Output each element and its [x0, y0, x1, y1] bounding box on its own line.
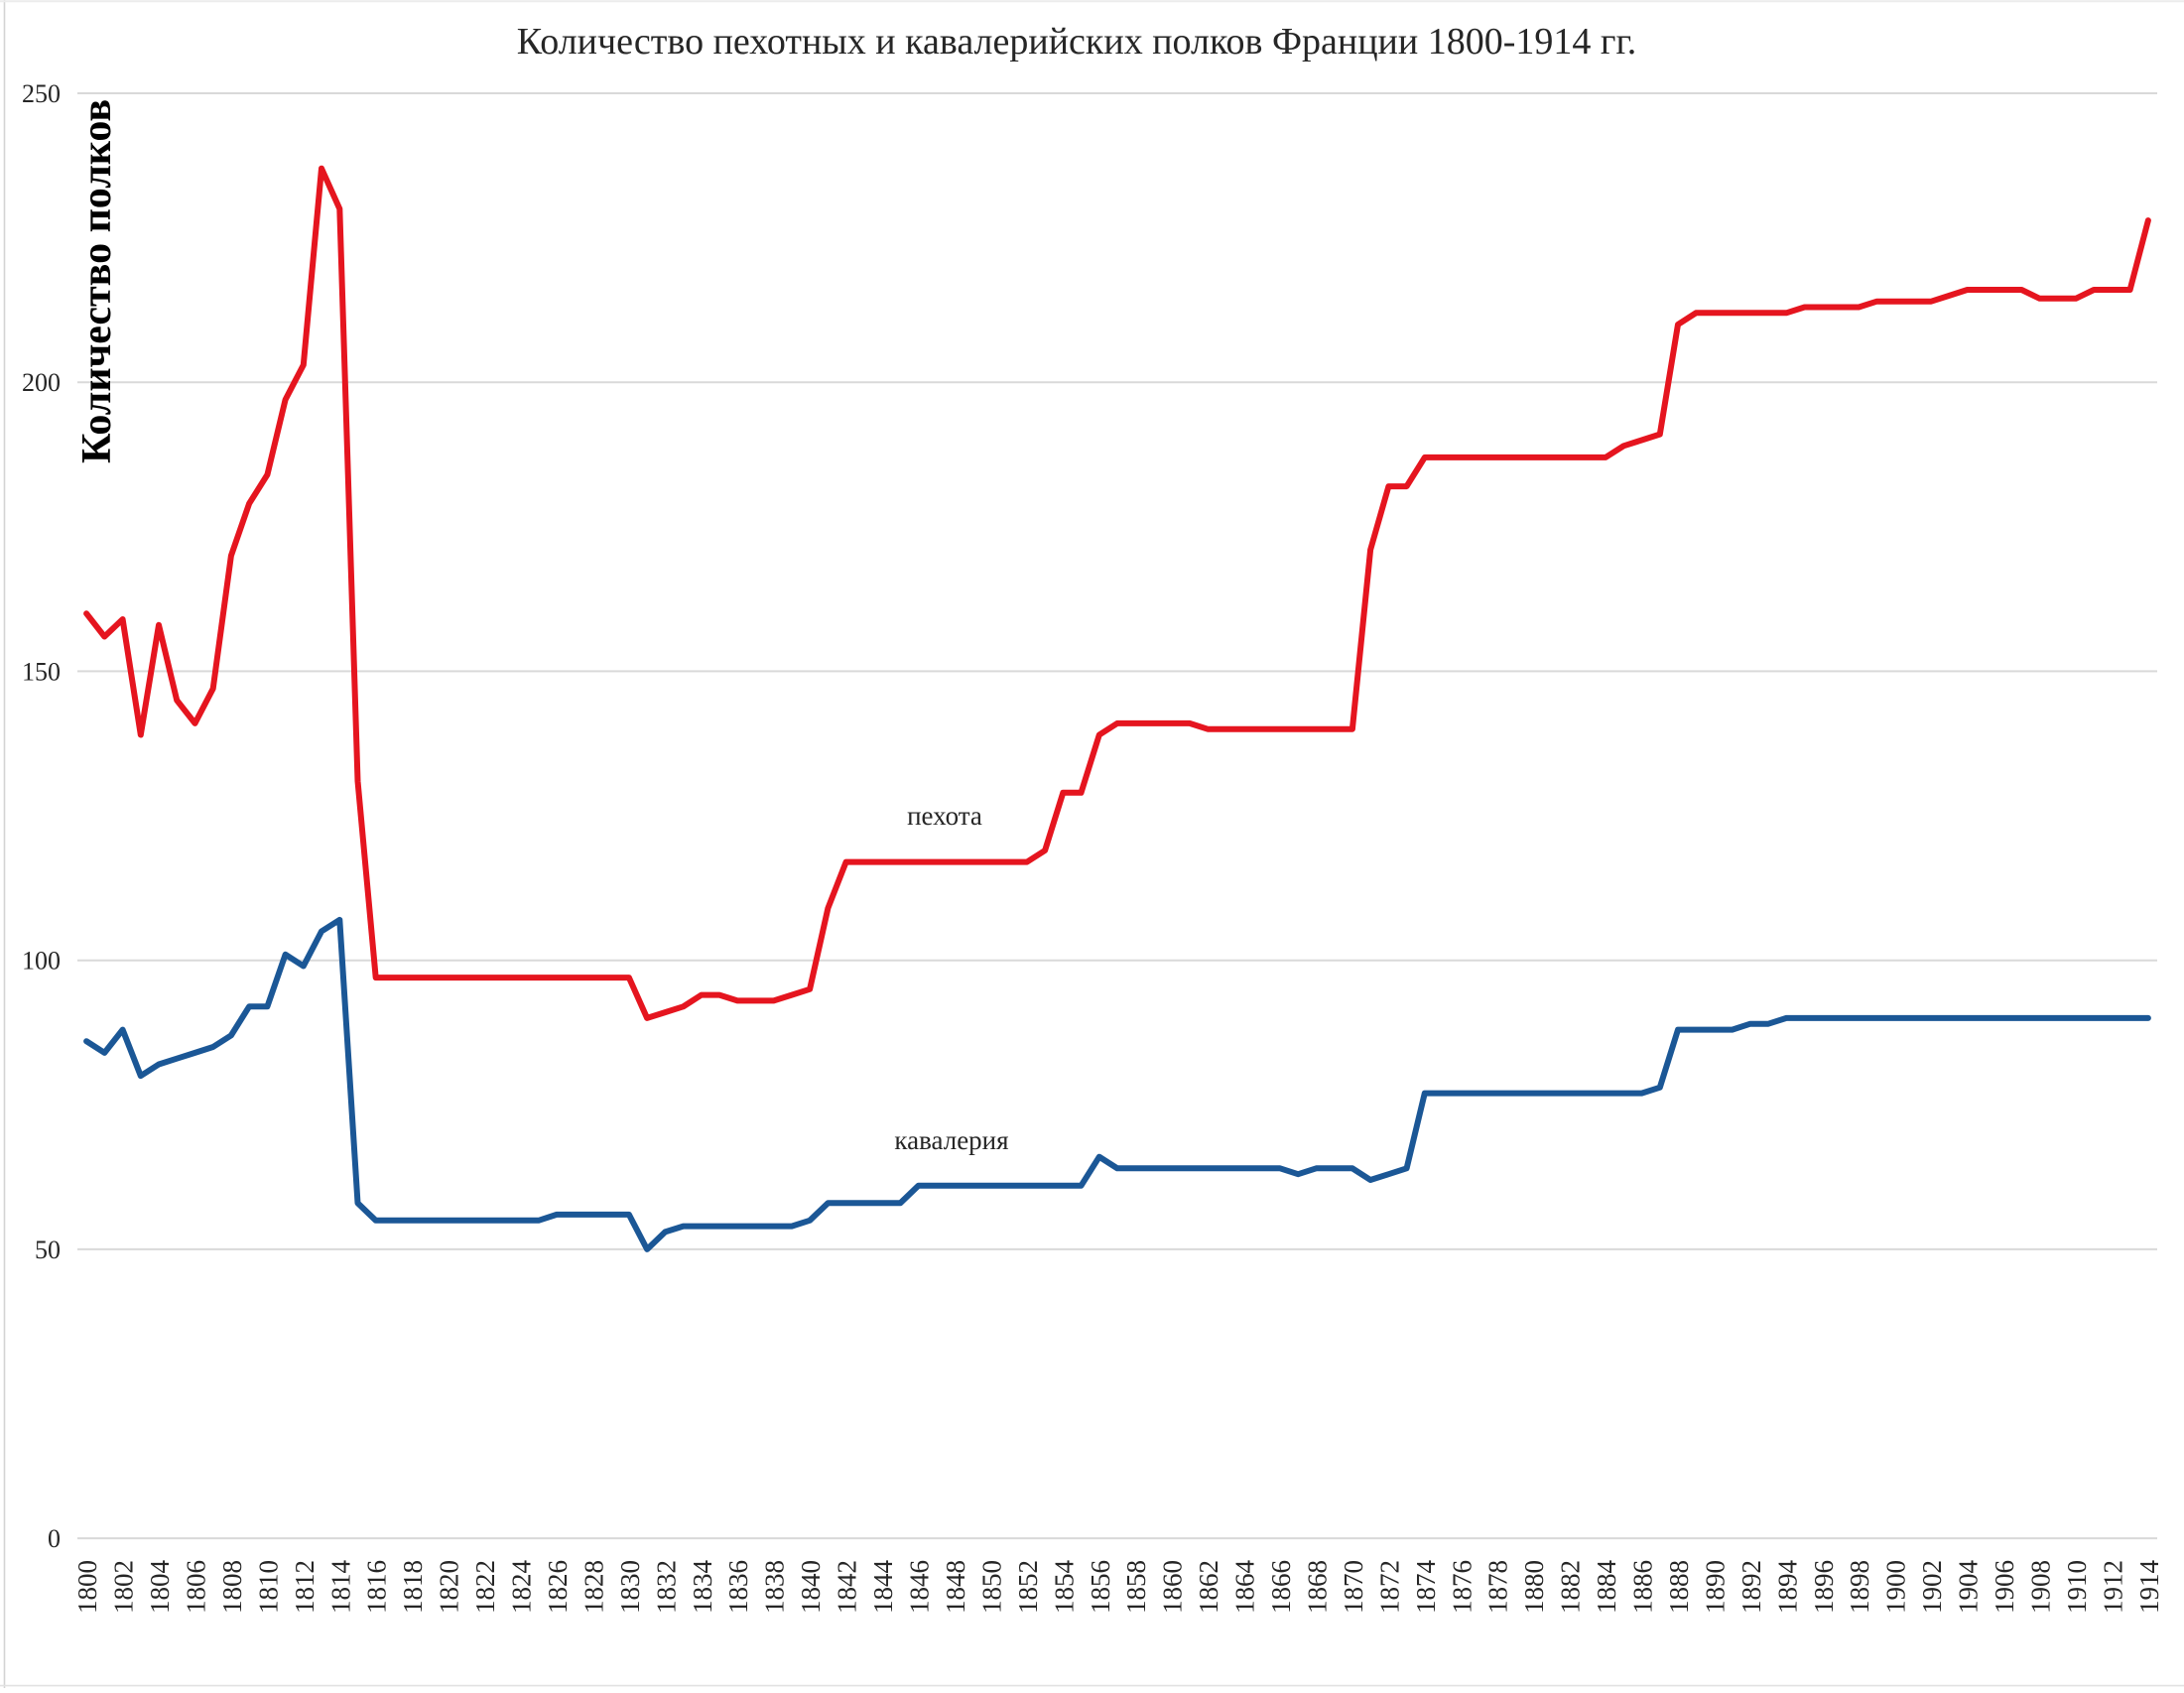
svg-text:1872: 1872: [1374, 1560, 1404, 1614]
svg-text:1876: 1876: [1447, 1560, 1477, 1614]
svg-text:1914: 1914: [2134, 1560, 2164, 1615]
svg-text:1834: 1834: [688, 1560, 717, 1615]
svg-text:1906: 1906: [1990, 1560, 2019, 1614]
svg-text:1900: 1900: [1881, 1560, 1911, 1614]
svg-text:1806: 1806: [182, 1560, 211, 1614]
svg-text:1884: 1884: [1592, 1560, 1621, 1615]
svg-text:1880: 1880: [1519, 1560, 1549, 1614]
svg-text:1808: 1808: [217, 1560, 247, 1614]
svg-text:150: 150: [22, 657, 61, 686]
svg-text:пехота: пехота: [907, 801, 982, 831]
svg-text:1852: 1852: [1013, 1560, 1043, 1614]
svg-text:1838: 1838: [760, 1560, 790, 1614]
svg-text:1854: 1854: [1049, 1560, 1079, 1615]
svg-text:1910: 1910: [2062, 1560, 2092, 1614]
svg-text:1846: 1846: [905, 1560, 935, 1614]
svg-text:1826: 1826: [543, 1560, 573, 1614]
svg-text:1814: 1814: [325, 1560, 355, 1615]
svg-text:1802: 1802: [109, 1560, 139, 1614]
svg-text:1902: 1902: [1917, 1560, 1947, 1614]
svg-text:1858: 1858: [1121, 1560, 1151, 1614]
svg-text:1800: 1800: [72, 1560, 102, 1614]
svg-text:50: 50: [35, 1236, 61, 1264]
svg-text:1840: 1840: [796, 1560, 826, 1614]
svg-text:1828: 1828: [578, 1560, 608, 1614]
svg-text:1904: 1904: [1954, 1560, 1984, 1615]
svg-text:1810: 1810: [253, 1560, 283, 1614]
svg-text:1896: 1896: [1809, 1560, 1839, 1614]
svg-text:1912: 1912: [2098, 1560, 2127, 1614]
svg-text:1898: 1898: [1845, 1560, 1874, 1614]
svg-text:1892: 1892: [1736, 1560, 1766, 1614]
svg-text:1862: 1862: [1194, 1560, 1223, 1614]
svg-text:1882: 1882: [1556, 1560, 1586, 1614]
svg-text:0: 0: [48, 1524, 61, 1553]
svg-text:1848: 1848: [941, 1560, 970, 1614]
svg-text:1856: 1856: [1086, 1560, 1115, 1614]
svg-text:1812: 1812: [290, 1560, 320, 1614]
svg-text:100: 100: [22, 947, 61, 976]
svg-text:1816: 1816: [362, 1560, 392, 1614]
svg-text:1894: 1894: [1772, 1560, 1802, 1615]
svg-text:1868: 1868: [1303, 1560, 1333, 1614]
svg-text:1836: 1836: [723, 1560, 753, 1614]
svg-text:1864: 1864: [1230, 1560, 1260, 1615]
svg-text:1844: 1844: [868, 1560, 898, 1615]
svg-text:1818: 1818: [398, 1560, 428, 1614]
svg-text:1842: 1842: [833, 1560, 862, 1614]
svg-text:кавалерия: кавалерия: [894, 1125, 1008, 1155]
svg-text:1860: 1860: [1158, 1560, 1188, 1614]
svg-text:1870: 1870: [1339, 1560, 1368, 1614]
svg-text:Количество полков: Количество полков: [74, 99, 120, 463]
svg-text:1830: 1830: [615, 1560, 645, 1614]
svg-text:1850: 1850: [976, 1560, 1006, 1614]
svg-text:1820: 1820: [435, 1560, 464, 1614]
svg-text:1888: 1888: [1664, 1560, 1694, 1614]
svg-text:1878: 1878: [1483, 1560, 1513, 1614]
svg-text:1824: 1824: [507, 1560, 537, 1615]
svg-text:1804: 1804: [145, 1560, 175, 1615]
svg-text:1890: 1890: [1700, 1560, 1730, 1614]
svg-text:200: 200: [22, 368, 61, 397]
svg-text:1866: 1866: [1266, 1560, 1296, 1614]
svg-text:1822: 1822: [470, 1560, 500, 1614]
svg-text:1908: 1908: [2026, 1560, 2056, 1614]
svg-text:250: 250: [22, 79, 61, 108]
svg-text:1874: 1874: [1411, 1560, 1441, 1615]
svg-text:1832: 1832: [651, 1560, 681, 1614]
svg-text:1886: 1886: [1628, 1560, 1658, 1614]
svg-text:Количество пехотных и кавалери: Количество пехотных и кавалерийских полк…: [517, 21, 1637, 63]
